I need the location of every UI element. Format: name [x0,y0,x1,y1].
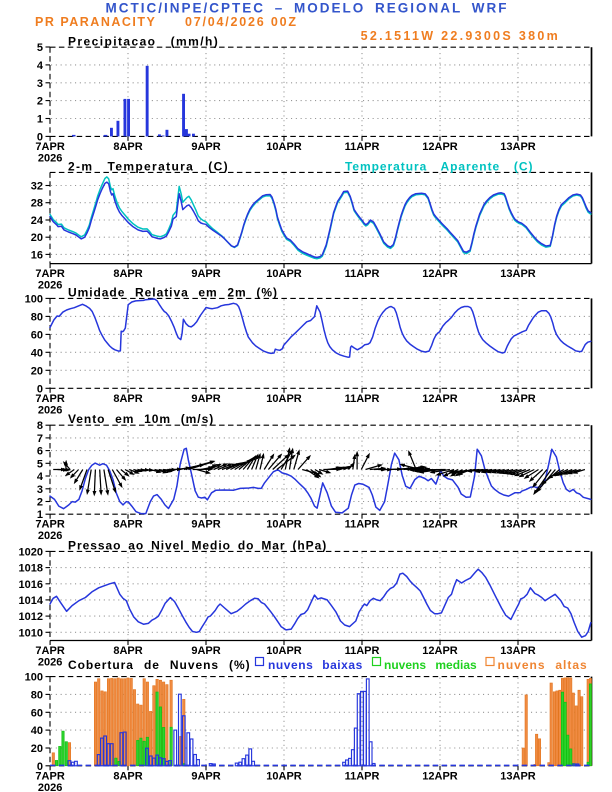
svg-text:2026: 2026 [38,782,62,792]
svg-text:07/04/2026 00Z: 07/04/2026 00Z [185,15,298,29]
svg-text:10APR: 10APR [266,141,302,153]
svg-text:nuvens medias: nuvens medias [384,658,477,672]
svg-text:Pressao ao Nivel Medio do Mar: Pressao ao Nivel Medio do Mar (hPa) [68,538,327,552]
svg-text:9APR: 9APR [191,770,220,782]
svg-text:1016: 1016 [19,579,43,591]
svg-text:20: 20 [31,232,43,244]
svg-text:13APR: 13APR [500,519,536,531]
svg-text:28: 28 [31,198,43,210]
svg-text:2026: 2026 [38,280,62,292]
svg-text:6: 6 [37,446,43,458]
svg-text:2026: 2026 [38,152,62,164]
svg-text:8APR: 8APR [113,141,142,153]
svg-text:12APR: 12APR [422,645,458,657]
svg-text:8APR: 8APR [113,645,142,657]
svg-text:60: 60 [31,329,43,341]
svg-text:7APR: 7APR [35,645,64,657]
svg-text:7APR: 7APR [35,268,64,280]
svg-text:2-m Temperatura (C): 2-m Temperatura (C) [68,159,229,173]
svg-text:100: 100 [25,672,43,684]
svg-text:9APR: 9APR [191,268,220,280]
svg-text:8APR: 8APR [113,519,142,531]
svg-text:nuvens baixas: nuvens baixas [268,658,363,672]
svg-text:MCTIC/INPE/CPTEC – MODELO REGI: MCTIC/INPE/CPTEC – MODELO REGIONAL WRF [105,1,508,16]
svg-text:12APR: 12APR [422,519,458,531]
svg-text:8: 8 [37,420,43,432]
svg-text:24: 24 [31,215,44,227]
svg-text:9APR: 9APR [191,393,220,405]
svg-text:20: 20 [31,743,43,755]
svg-text:2: 2 [37,496,43,508]
svg-text:10APR: 10APR [266,645,302,657]
svg-text:52.1511W 22.9300S 380m: 52.1511W 22.9300S 380m [361,29,560,43]
svg-text:4: 4 [37,471,44,483]
svg-text:32: 32 [31,181,43,193]
svg-text:80: 80 [31,311,43,323]
svg-text:13APR: 13APR [500,645,536,657]
svg-text:3: 3 [37,484,43,496]
svg-text:0: 0 [37,761,43,773]
svg-text:Cobertura de Nuvens (%): Cobertura de Nuvens (%) [68,658,251,672]
svg-text:0: 0 [37,131,43,143]
svg-text:1: 1 [37,509,43,521]
svg-text:13APR: 13APR [500,770,536,782]
svg-text:80: 80 [31,689,43,701]
svg-text:5: 5 [37,458,43,470]
svg-text:2: 2 [37,96,43,108]
svg-text:7APR: 7APR [35,770,64,782]
svg-text:9APR: 9APR [191,141,220,153]
svg-text:3: 3 [37,78,43,90]
svg-text:10APR: 10APR [266,393,302,405]
svg-text:PR PARANACITY: PR PARANACITY [35,15,156,29]
svg-text:100: 100 [25,293,43,305]
svg-text:7APR: 7APR [35,519,64,531]
svg-text:8APR: 8APR [113,393,142,405]
svg-text:13APR: 13APR [500,393,536,405]
svg-text:2026: 2026 [38,404,62,416]
svg-text:13APR: 13APR [500,141,536,153]
svg-text:12APR: 12APR [422,770,458,782]
svg-text:Vento em 10m (m/s): Vento em 10m (m/s) [68,412,214,426]
svg-text:1: 1 [37,114,43,126]
svg-text:Temperatura Aparente (C): Temperatura Aparente (C) [345,159,533,173]
svg-text:2026: 2026 [38,530,62,542]
svg-text:9APR: 9APR [191,519,220,531]
svg-text:16: 16 [31,249,43,261]
svg-text:12APR: 12APR [422,393,458,405]
svg-text:9APR: 9APR [191,645,220,657]
svg-text:60: 60 [31,707,43,719]
svg-text:11APR: 11APR [345,770,380,782]
svg-text:13APR: 13APR [500,268,536,280]
svg-text:40: 40 [31,347,43,359]
svg-text:1018: 1018 [19,563,43,575]
svg-text:11APR: 11APR [345,393,380,405]
svg-text:11APR: 11APR [345,645,380,657]
svg-text:7APR: 7APR [35,393,64,405]
svg-text:10APR: 10APR [266,519,302,531]
svg-text:7APR: 7APR [35,141,64,153]
svg-text:2026: 2026 [38,657,62,669]
svg-text:Precipitacao (mm/h): Precipitacao (mm/h) [68,34,219,48]
svg-text:8APR: 8APR [113,268,142,280]
svg-text:7: 7 [37,433,43,445]
svg-text:11APR: 11APR [345,268,380,280]
svg-text:1012: 1012 [19,611,43,623]
svg-text:1014: 1014 [19,595,44,607]
svg-text:10APR: 10APR [266,268,302,280]
svg-text:1020: 1020 [19,546,43,558]
svg-text:1010: 1010 [19,627,43,639]
svg-text:Umidade Relativa em 2m (%): Umidade Relativa em 2m (%) [68,285,278,299]
svg-text:nuvens altas: nuvens altas [498,658,588,672]
svg-text:0: 0 [37,383,43,395]
svg-text:5: 5 [37,42,43,54]
svg-text:4: 4 [37,60,44,72]
svg-text:20: 20 [31,365,43,377]
svg-text:8APR: 8APR [113,770,142,782]
svg-text:40: 40 [31,725,43,737]
svg-text:12APR: 12APR [422,141,458,153]
svg-text:12APR: 12APR [422,268,458,280]
svg-text:10APR: 10APR [266,770,302,782]
svg-text:11APR: 11APR [345,141,380,153]
svg-text:11APR: 11APR [345,519,380,531]
